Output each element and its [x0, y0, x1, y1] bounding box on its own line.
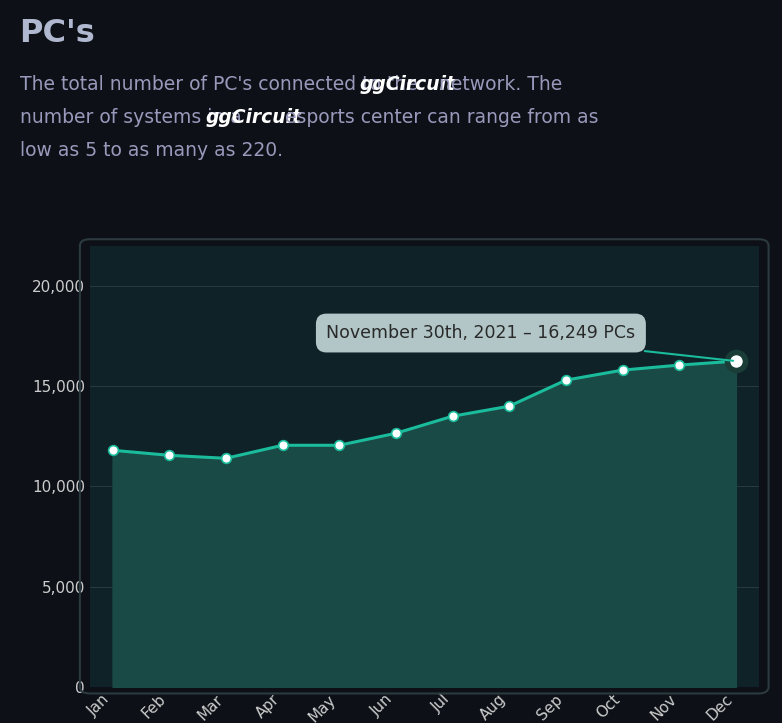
Text: The total number of PC's connected to the: The total number of PC's connected to th…: [20, 75, 423, 94]
Text: ggCircuit: ggCircuit: [360, 75, 456, 94]
Text: November 30th, 2021 – 16,249 PCs: November 30th, 2021 – 16,249 PCs: [326, 324, 733, 361]
Text: ggCircuit: ggCircuit: [206, 108, 302, 127]
Text: esports center can range from as: esports center can range from as: [278, 108, 598, 127]
Text: PC's: PC's: [20, 18, 95, 49]
Text: low as 5 to as many as 220.: low as 5 to as many as 220.: [20, 141, 282, 160]
Text: number of systems in a: number of systems in a: [20, 108, 247, 127]
Text: network. The: network. The: [432, 75, 562, 94]
